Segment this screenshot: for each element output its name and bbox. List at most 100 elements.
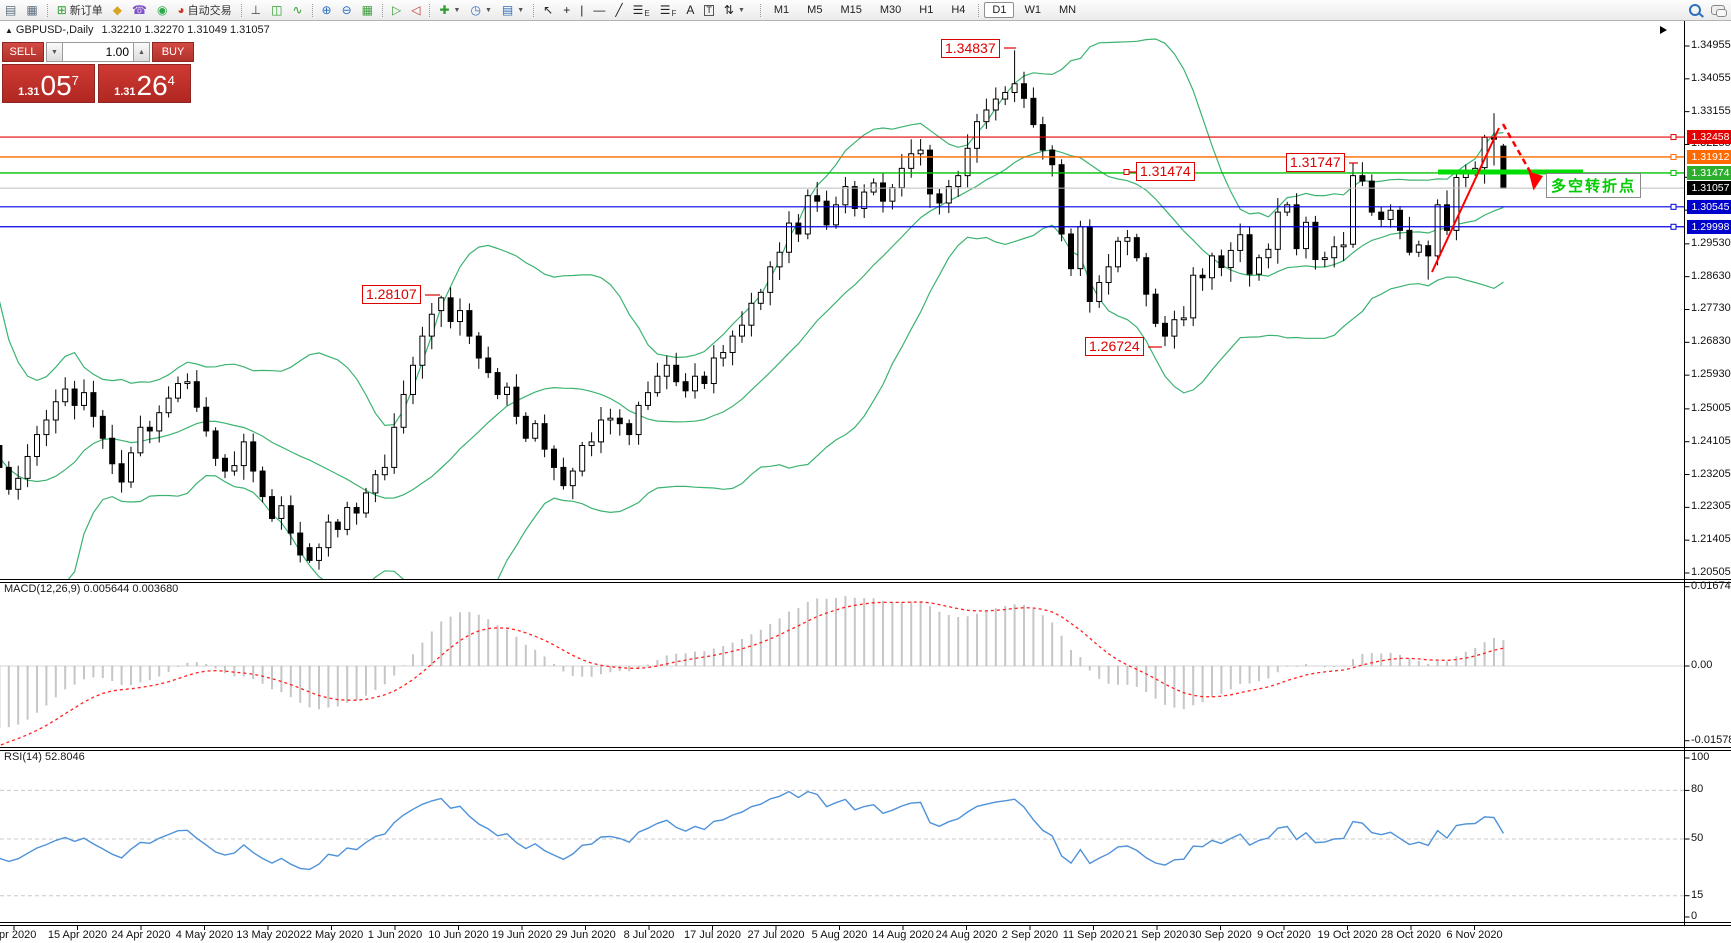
horizontal-line-icon[interactable]: —: [588, 1, 610, 20]
date-tick[interactable]: 17 Jul 2020: [684, 929, 741, 941]
chart-symbol-header: ▲ GBPUSD-,Daily 1.32210 1.32270 1.31049 1.…: [5, 24, 270, 36]
indicators-icon-dropdown[interactable]: ▼: [453, 6, 461, 14]
periods-icon-dropdown[interactable]: ▼: [484, 6, 492, 14]
auto-scroll-icon[interactable]: ▷: [387, 1, 406, 20]
price-annotation-label[interactable]: 1.34837: [941, 39, 1000, 58]
indicators-icon[interactable]: ✚ ▼: [434, 1, 465, 20]
cursor-icon: ↖: [543, 3, 554, 17]
date-tick[interactable]: 21 Sep 2020: [1125, 929, 1189, 941]
date-tick[interactable]: 19 Jun 2020: [491, 929, 553, 941]
sell-button[interactable]: SELL: [2, 42, 44, 62]
line-chart-icon[interactable]: ∿: [287, 1, 307, 20]
zoom-in-icon[interactable]: ⊕: [317, 1, 337, 20]
timeframe-w1[interactable]: W1: [1024, 4, 1041, 16]
date-tick[interactable]: 1 Jun 2020: [367, 929, 423, 941]
chat-icon[interactable]: [1711, 5, 1727, 17]
equidistant-channel-icon[interactable]: ☰ E: [628, 1, 655, 20]
trendline-icon[interactable]: ╱: [610, 1, 627, 20]
trendline-icon: ╱: [615, 3, 623, 17]
bar-chart-icon[interactable]: ⊥: [246, 1, 266, 20]
new-chart-icon[interactable]: ▤: [0, 1, 21, 20]
arrows-tool-icon[interactable]: ⇅ ▼: [719, 1, 750, 20]
date-tick[interactable]: 10 Jun 2020: [428, 929, 489, 941]
tile-windows-icon[interactable]: ▦: [357, 1, 378, 20]
sell-price-small: 1.31: [18, 86, 40, 98]
date-tick[interactable]: 29 Jun 2020: [555, 929, 616, 941]
date-tick[interactable]: 6 Nov 2020: [1446, 929, 1503, 941]
date-tick[interactable]: 22 May 2020: [299, 929, 364, 941]
cursor-icon[interactable]: ↖: [538, 1, 558, 20]
date-tick[interactable]: 24 Apr 2020: [111, 929, 171, 941]
price-tick: 1.25005: [1691, 401, 1731, 414]
price-annotation-label[interactable]: 1.31474: [1136, 162, 1195, 181]
text-label-icon: T: [704, 4, 714, 16]
chart-window[interactable]: ▲ GBPUSD-,Daily 1.32210 1.32270 1.31049 1.…: [0, 21, 1731, 943]
price-tick: 1.24105: [1691, 434, 1731, 447]
buy-button[interactable]: BUY: [152, 42, 194, 62]
timeframe-h4[interactable]: H4: [951, 4, 966, 16]
date-tick[interactable]: 28 Oct 2020: [1381, 929, 1441, 941]
date-tick[interactable]: 2 Sep 2020: [1001, 929, 1059, 941]
zoom-out-icon[interactable]: ⊖: [337, 1, 357, 20]
timeframe-m15[interactable]: M15: [840, 4, 862, 16]
auto-scroll-icon: ▷: [392, 3, 402, 17]
timeframe-mn[interactable]: MN: [1058, 4, 1077, 16]
new-order-button[interactable]: ⊞ 新订单: [52, 1, 108, 20]
timeframe-m1[interactable]: M1: [773, 4, 790, 16]
date-tick[interactable]: 15 Apr 2020: [47, 929, 108, 941]
market-icon[interactable]: ◉: [152, 1, 172, 20]
new-order-button-label: 新订单: [69, 5, 103, 17]
buy-price-tile[interactable]: 1.31 26 4: [98, 64, 191, 103]
price-annotation-label[interactable]: 1.26724: [1085, 337, 1144, 356]
autotrading-button[interactable]: ◕ 自动交易: [172, 1, 236, 20]
templates-icon[interactable]: ▤ ▼: [497, 1, 529, 20]
candlestick-chart-icon[interactable]: ◫: [266, 1, 287, 20]
buy-price-small: 1.31: [114, 86, 136, 98]
text-label-icon[interactable]: T: [699, 1, 719, 20]
date-tick[interactable]: 14 Aug 2020: [872, 929, 934, 941]
date-tick[interactable]: 4 May 2020: [175, 929, 234, 941]
profiles-icon[interactable]: ▦: [21, 1, 42, 20]
date-tick[interactable]: 24 Aug 2020: [935, 929, 998, 941]
search-icon[interactable]: [1689, 4, 1701, 16]
date-tick[interactable]: 8 Jul 2020: [623, 929, 675, 941]
date-tick[interactable]: 11 Sep 2020: [1062, 929, 1125, 941]
arrows-tool-icon-dropdown[interactable]: ▼: [737, 6, 745, 14]
scroll-to-end-marker[interactable]: [1660, 26, 1667, 34]
date-tick[interactable]: 27 Jul 2020: [747, 929, 805, 941]
collapse-triangle-icon[interactable]: ▲: [5, 26, 13, 35]
sell-price-tile[interactable]: 1.31 05 7: [2, 64, 95, 103]
toolbar-separator: [533, 3, 535, 17]
chart-shift-icon[interactable]: ◁: [406, 1, 425, 20]
volume-increase-button[interactable]: ▲: [133, 42, 150, 62]
timeframe-d1[interactable]: D1: [984, 2, 1015, 18]
timeframe-m30[interactable]: M30: [879, 4, 902, 16]
price-annotation-label[interactable]: 1.28107: [362, 285, 421, 304]
date-tick[interactable]: Apr 2020: [0, 929, 37, 941]
text-icon[interactable]: A: [681, 1, 699, 20]
price-annotation-label[interactable]: 1.31747: [1286, 153, 1345, 172]
date-tick[interactable]: 5 Aug 2020: [811, 929, 868, 941]
periods-icon[interactable]: ◷ ▼: [465, 1, 496, 20]
alerts-icon[interactable]: ☎: [127, 1, 152, 20]
new-order-button: ⊞: [56, 3, 67, 17]
date-tick[interactable]: 13 May 2020: [236, 929, 300, 941]
fibonacci-icon[interactable]: ☰ F: [655, 1, 682, 20]
turning-point-note[interactable]: 多空转折点: [1546, 173, 1642, 198]
price-line-badge: 1.32458: [1687, 130, 1731, 145]
date-tick[interactable]: 19 Oct 2020: [1317, 929, 1378, 941]
crosshair-icon[interactable]: +: [558, 1, 575, 20]
volume-decrease-button[interactable]: ▼: [46, 42, 63, 62]
metaeditor-icon[interactable]: ◆: [108, 1, 127, 20]
timeframe-h1[interactable]: H1: [919, 4, 934, 16]
templates-icon: ▤: [501, 3, 514, 17]
autotrading-button-label: 自动交易: [187, 5, 232, 17]
templates-icon-dropdown[interactable]: ▼: [517, 6, 525, 14]
date-tick[interactable]: 9 Oct 2020: [1257, 929, 1311, 941]
volume-input[interactable]: 1.00: [63, 42, 133, 62]
timeframe-m5[interactable]: M5: [807, 4, 823, 16]
date-tick[interactable]: 30 Sep 2020: [1189, 929, 1252, 941]
vertical-line-icon[interactable]: |: [575, 1, 588, 20]
